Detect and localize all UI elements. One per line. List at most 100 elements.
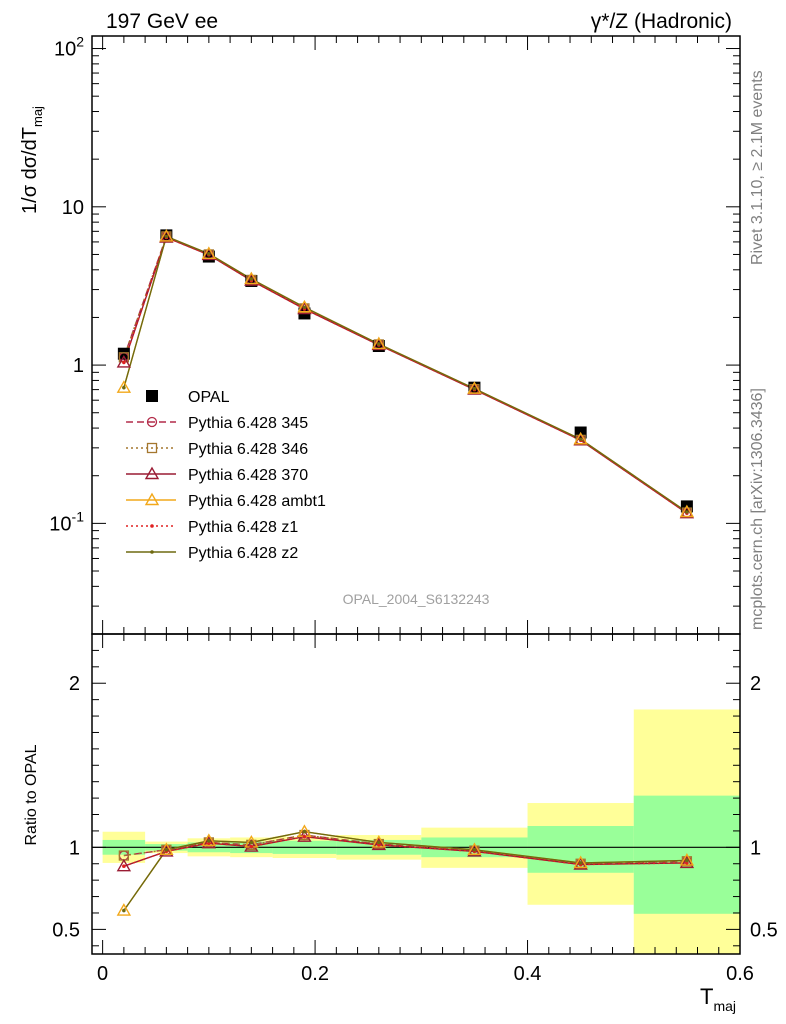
main-point-opal-0 <box>117 347 130 360</box>
legend-marker <box>146 416 158 428</box>
legend-marker <box>146 442 158 454</box>
main-point-pythia-6-428-z2-8 <box>685 510 689 514</box>
main-point-pythia-6-428-ambt1-6 <box>467 381 482 394</box>
ratio-y-tick-label-left: 1 <box>69 837 80 859</box>
main-point-pythia-6-428-z2-0 <box>122 385 126 390</box>
ratio-point-pythia-6-428-z1-3 <box>249 844 254 849</box>
main-point-pythia-6-428-370-0 <box>116 354 132 368</box>
ratio-line-pythia-6-428-z1 <box>123 835 687 867</box>
main-point-pythia-6-428-ambt1-5 <box>371 336 387 350</box>
ratio-point-pythia-6-428-z2-7 <box>578 861 583 865</box>
x-axis-label: Tmaj <box>700 984 736 1014</box>
ratio-point-pythia-6-428-ambt1-5 <box>371 834 387 848</box>
header-right-title: γ*/Z (Hadronic) <box>591 10 732 33</box>
legend-item-pythia-6-428-345: Pythia 6.428 345 <box>126 415 308 432</box>
main-point-pythia-6-428-ambt1-4 <box>297 299 312 313</box>
mcplots-label: mcplots.cern.ch [arXiv:1306.3436] <box>749 388 766 630</box>
legend-marker <box>144 466 160 480</box>
ratio-uncertainty-bands <box>92 709 740 954</box>
legend-marker <box>146 390 158 402</box>
main-point-pythia-6-428-z2-6 <box>472 386 477 391</box>
legend-marker <box>144 492 160 506</box>
ratio-point-pythia-6-428-370-3 <box>244 839 259 852</box>
main-point-pythia-6-428-ambt1-7 <box>573 431 588 445</box>
main-point-pythia-6-428-ambt1-3 <box>244 271 259 285</box>
ratio-y-tick-label-right: 2 <box>750 673 761 695</box>
ratio-point-pythia-6-428-z2-8 <box>685 858 689 863</box>
ratio-point-pythia-6-428-ambt1-8 <box>679 853 695 866</box>
legend-label: Pythia 6.428 346 <box>188 441 308 458</box>
ratio-point-pythia-6-428-z2-5 <box>377 840 381 845</box>
main-point-pythia-6-428-z2-3 <box>249 277 254 281</box>
ratio-point-pythia-6-428-ambt1-1 <box>159 842 174 855</box>
main-point-pythia-6-428-z1-0 <box>122 360 126 365</box>
ratio-point-pythia-6-428-ambt1-6 <box>467 842 482 855</box>
ratio-point-pythia-6-428-z2-4 <box>302 829 307 834</box>
ratio-point-pythia-6-428-ambt1-7 <box>573 855 588 869</box>
ratio-plot-frame <box>91 633 741 955</box>
ratio-y-tick-label-right: 1 <box>750 837 761 859</box>
legend-label: Pythia 6.428 ambt1 <box>188 493 326 510</box>
main-point-pythia-6-428-z2-1 <box>164 234 169 239</box>
main-point-pythia-6-428-370-4 <box>297 301 312 315</box>
main-y-tick-label: 10-1 <box>49 508 84 535</box>
ratio-point-pythia-6-428-z2-1 <box>164 847 169 852</box>
main-point-pythia-6-428-z2-5 <box>377 342 381 346</box>
ratio-point-pythia-6-428-370-2 <box>201 835 217 849</box>
main-point-pythia-6-428-ambt1-2 <box>201 246 217 259</box>
ratio-y-tick-label-left: 0.5 <box>52 919 80 941</box>
ratio-point-pythia-6-428-z1-8 <box>685 861 689 865</box>
legend-marker <box>150 550 154 554</box>
analysis-watermark: OPAL_2004_S6132243 <box>343 591 490 607</box>
ratio-point-pythia-6-428-370-5 <box>371 837 387 851</box>
legend-marker <box>150 524 154 528</box>
legend-item-pythia-6-428-z2: Pythia 6.428 z2 <box>126 545 298 562</box>
ratio-point-pythia-6-428-ambt1-0 <box>116 903 132 916</box>
legend-item-pythia-6-428-370: Pythia 6.428 370 <box>126 466 308 484</box>
main-point-pythia-6-428-ambt1-1 <box>159 229 174 242</box>
ratio-point-pythia-6-428-z2-0 <box>122 908 126 913</box>
ratio-point-pythia-6-428-z1-2 <box>207 841 211 846</box>
main-series-markers <box>116 229 695 519</box>
ratio-point-pythia-6-428-z2-6 <box>472 847 477 852</box>
ratio-point-pythia-6-428-z2-3 <box>249 840 254 845</box>
ratio-point-pythia-6-428-ambt1-2 <box>201 833 217 846</box>
ratio-y-tick-label-left: 2 <box>69 673 80 695</box>
ratio-point-pythia-6-428-370-7 <box>573 857 588 870</box>
main-point-pythia-6-428-ambt1-0 <box>116 380 132 393</box>
ratio-y-tick-label-right: 0.5 <box>750 919 778 941</box>
main-point-pythia-6-428-z2-4 <box>302 305 307 310</box>
main-y-tick-label: 10 <box>62 197 84 219</box>
legend: OPAL Pythia 6.428 345 Pythia 6.428 346 Pyth… <box>126 389 326 562</box>
legend-label: Pythia 6.428 370 <box>188 467 308 484</box>
main-axes: 10-1 1 10 102 <box>49 34 741 635</box>
main-y-axis-label: 1/σ dσ/dTmaj <box>19 106 45 214</box>
main-point-pythia-6-428-370-3 <box>244 273 259 286</box>
x-tick-label: 0.6 <box>726 963 754 985</box>
x-tick-label: 0.4 <box>514 963 542 985</box>
rivet-version-label: Rivet 3.1.10, ≥ 2.1M events <box>749 70 766 265</box>
ratio-point-pythia-6-428-z1-4 <box>302 834 307 839</box>
ratio-series-markers <box>116 824 695 916</box>
ratio-point-pythia-6-428-370-8 <box>679 855 695 869</box>
ratio-axes: 0.5 0.5 1 1 2 2 0 0.2 0.4 0.6 <box>52 634 778 985</box>
ratio-point-pythia-6-428-370-6 <box>467 844 482 857</box>
ratio-point-pythia-6-428-z1-5 <box>377 843 381 847</box>
main-point-pythia-6-428-ambt1-8 <box>679 504 695 518</box>
legend-item-pythia-6-428-ambt1: Pythia 6.428 ambt1 <box>126 492 326 510</box>
ratio-point-pythia-6-428-z2-2 <box>207 838 211 843</box>
main-point-pythia-6-428-z2-2 <box>207 251 211 256</box>
x-tick-label: 0.2 <box>301 963 329 985</box>
main-y-tick-label: 1 <box>73 355 84 377</box>
legend-item-pythia-6-428-346: Pythia 6.428 346 <box>126 441 308 458</box>
x-tick-label: 0 <box>97 963 108 985</box>
ratio-point-pythia-6-428-370-1 <box>159 844 174 857</box>
legend-label: Pythia 6.428 z2 <box>188 545 298 562</box>
main-y-tick-label: 102 <box>54 34 84 61</box>
legend-item-pythia-6-428-z1: Pythia 6.428 z1 <box>126 519 298 536</box>
legend-label: Pythia 6.428 345 <box>188 415 308 432</box>
legend-label: Pythia 6.428 z1 <box>188 519 298 536</box>
main-point-pythia-6-428-z2-7 <box>578 437 583 442</box>
header-left-title: 197 GeV ee <box>106 10 218 33</box>
